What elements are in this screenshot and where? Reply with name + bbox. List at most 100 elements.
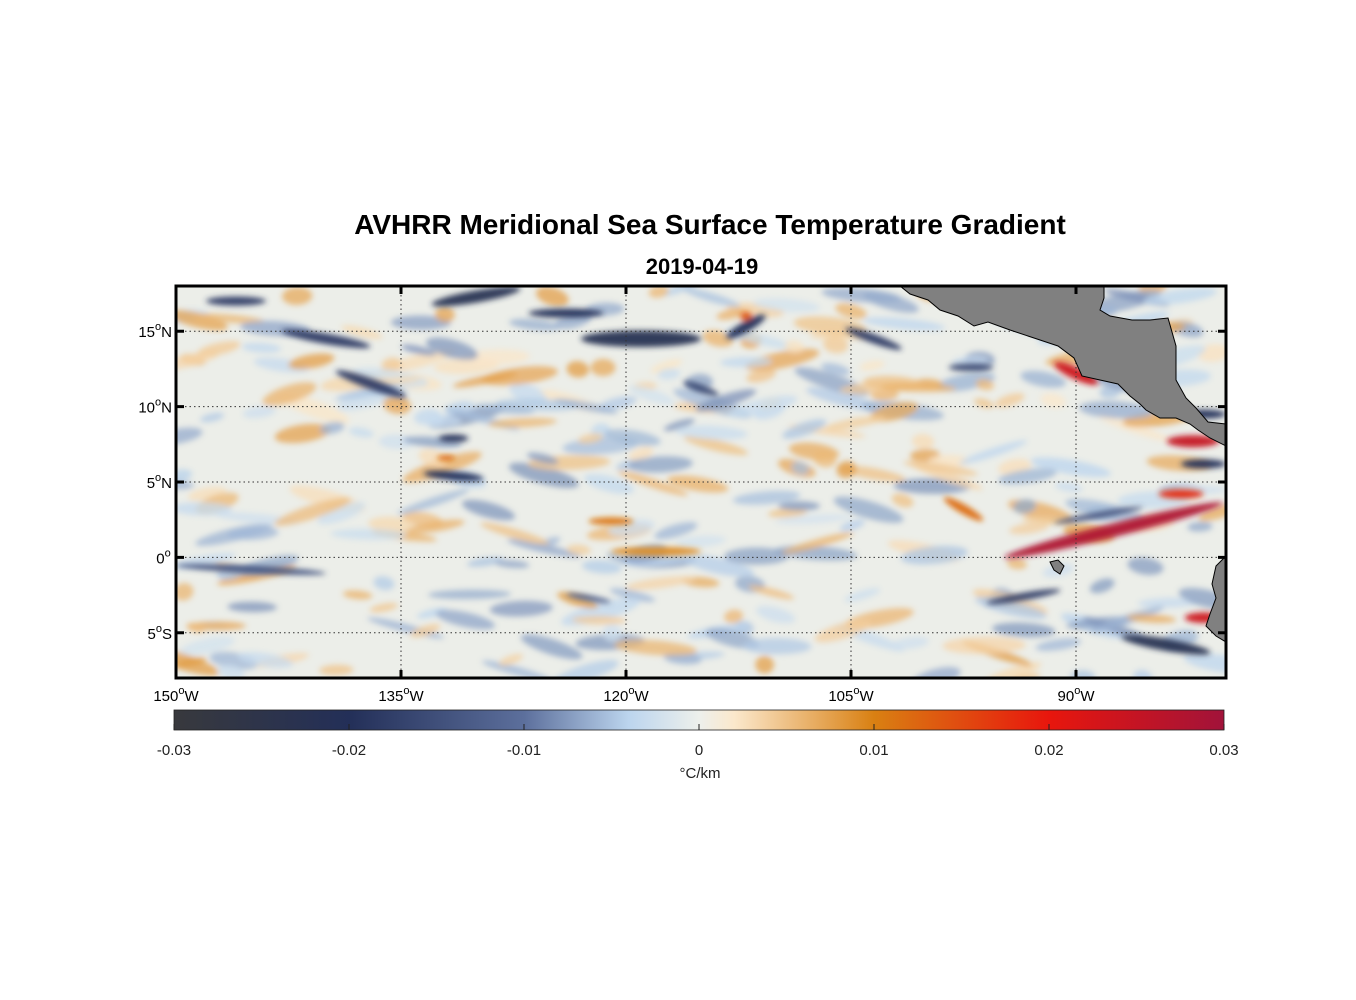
lat-tick-label: 5oS <box>148 623 172 643</box>
texture-blob <box>241 342 282 353</box>
texture-blob <box>406 519 465 534</box>
texture-blob <box>782 419 827 439</box>
texture-blob <box>625 576 696 590</box>
texture-blob <box>495 560 530 569</box>
texture-blob <box>1137 597 1201 608</box>
texture-blob <box>720 356 772 368</box>
positive-gradient-feature <box>1004 502 1223 559</box>
colorbar: -0.03 -0.02 -0.01 0 0.01 0.02 0.03 °C/km <box>157 709 1239 782</box>
texture-blob <box>654 522 698 540</box>
texture-blob <box>1187 521 1213 532</box>
texture-blob <box>683 435 748 456</box>
positive-gradient-feature <box>943 497 984 522</box>
texture-blob <box>176 309 228 331</box>
texture-blob <box>488 417 558 428</box>
negative-gradient-feature <box>176 564 326 575</box>
texture-blob <box>566 360 589 378</box>
texture-blob <box>781 532 854 554</box>
texture-blob <box>577 433 604 444</box>
texture-blob <box>1127 557 1164 575</box>
texture-blob <box>410 624 441 638</box>
texture-blob <box>498 653 523 666</box>
lon-tick-label: 135oW <box>378 685 424 705</box>
texture-blob <box>461 499 516 521</box>
texture-blob <box>426 414 462 427</box>
texture-blob <box>998 468 1057 485</box>
texture-blob <box>402 451 482 483</box>
texture-blob <box>614 639 698 656</box>
texture-blob <box>724 547 790 565</box>
colorbar-tick-label: -0.01 <box>507 742 541 759</box>
texture-blob <box>381 357 402 372</box>
texture-blob <box>467 556 504 567</box>
latitude-tick-labels: 15oN 10oN 5oN 0o 5oS <box>138 321 172 643</box>
texture-blob <box>994 393 1025 408</box>
texture-blob <box>844 588 881 602</box>
texture-blob <box>557 591 599 609</box>
texture-blob <box>474 403 535 415</box>
texture-blob <box>1009 522 1050 535</box>
texture-blob <box>836 460 857 479</box>
texture-blob <box>481 366 558 386</box>
texture-blob <box>227 526 279 540</box>
texture-blob <box>748 585 795 600</box>
texture-blob <box>176 582 194 601</box>
texture-blob <box>489 600 553 617</box>
texture-blob <box>791 461 810 475</box>
negative-gradient-feature <box>986 589 1061 605</box>
texture-blob <box>755 655 775 674</box>
texture-blob <box>383 395 411 415</box>
texture-blob <box>428 589 512 600</box>
texture-blob <box>602 623 622 642</box>
texture-blob <box>1198 503 1226 522</box>
texture-blob <box>911 433 935 450</box>
texture-blob <box>880 383 956 393</box>
texture-blob <box>839 519 865 532</box>
texture-blob <box>604 429 661 446</box>
lat-tick-label: 5oN <box>147 472 172 492</box>
colorbar-label: °C/km <box>680 765 721 782</box>
texture-blob <box>900 545 968 565</box>
texture-blob <box>983 662 1042 678</box>
texture-blob <box>732 490 801 505</box>
positive-gradient-feature <box>1054 361 1098 385</box>
frame-ticks <box>174 286 1226 678</box>
texture-blob <box>341 325 383 339</box>
texture-blob <box>942 636 1026 655</box>
texture-blob <box>1079 401 1154 419</box>
texture-blob <box>683 287 741 307</box>
texture-blob <box>1097 415 1172 442</box>
lon-tick-label: 150oW <box>153 685 199 705</box>
texture-blob <box>1030 457 1111 478</box>
texture-blob <box>813 449 837 468</box>
positive-gradient-feature <box>611 546 701 556</box>
texture-blob <box>453 371 518 388</box>
texture-blob <box>648 286 669 298</box>
texture-blob <box>426 337 478 360</box>
texture-blob <box>1126 614 1177 624</box>
texture-blob <box>903 460 978 476</box>
texture-blob <box>823 336 849 354</box>
colorbar-tick-label: 0.01 <box>859 742 888 759</box>
texture-blob <box>627 456 693 473</box>
colorbar-tick-label: -0.03 <box>157 742 191 759</box>
texture-blob <box>835 303 867 319</box>
texture-blob <box>716 308 745 320</box>
texture-blob <box>891 636 929 650</box>
texture-blob <box>825 415 886 430</box>
negative-gradient-feature <box>438 434 469 443</box>
texture-blob <box>821 287 902 303</box>
texture-blob <box>390 315 451 330</box>
lat-tick-label: 0o <box>156 547 172 567</box>
texture-blob <box>814 619 872 643</box>
texture-blob <box>179 636 235 656</box>
texture-blob <box>191 313 265 324</box>
positive-gradient-feature <box>1158 489 1204 499</box>
negative-gradient-feature <box>206 296 266 306</box>
negative-gradient-feature <box>335 370 407 398</box>
texture-blob <box>481 660 552 678</box>
texture-blob <box>262 382 317 406</box>
texture-blob <box>683 554 755 577</box>
texture-blob <box>728 395 798 418</box>
texture-blob <box>657 368 681 380</box>
